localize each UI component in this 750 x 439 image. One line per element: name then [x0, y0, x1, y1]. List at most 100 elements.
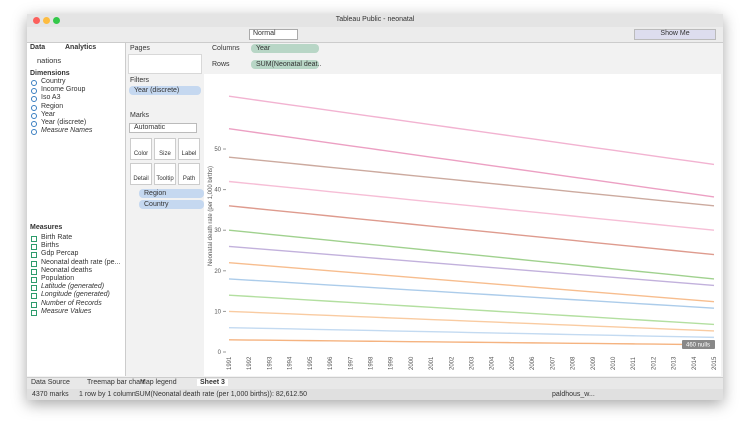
y-tick-label: 0	[218, 350, 222, 356]
x-tick-label: 1995	[308, 356, 314, 370]
x-tick-label: 2011	[631, 356, 637, 370]
measure-field[interactable]: Neonatal deaths	[41, 266, 92, 274]
minimize[interactable]	[43, 17, 50, 24]
title-bar: Tableau Public - neonatal	[27, 14, 723, 27]
shelf-label: Rows	[212, 61, 230, 68]
series-line	[228, 294, 715, 326]
series-line	[228, 128, 715, 198]
shelves: Columns Year Rows SUM(Neonatal deat..	[204, 43, 721, 73]
cards-pane: Pages Filters Year (discrete) Marks Automati…	[126, 43, 204, 376]
field-icon	[31, 252, 37, 259]
card-title: Filters	[130, 77, 150, 84]
measure-field[interactable]: Latitude (generated)	[41, 283, 105, 291]
dimension-field[interactable]: Year	[41, 110, 56, 118]
x-tick-label: 2012	[651, 356, 657, 370]
mark-button[interactable]: Label	[178, 138, 200, 160]
field-icon	[31, 293, 37, 300]
shelf-label: Columns	[212, 45, 240, 52]
x-tick-label: 2003	[470, 356, 476, 370]
measure-field[interactable]: Births	[41, 242, 59, 250]
mark-type[interactable]: Automatic	[129, 123, 197, 133]
dimension-field[interactable]: Income Group	[41, 86, 86, 94]
mark-button[interactable]: Detail	[130, 163, 152, 185]
rows-pill[interactable]: SUM(Neonatal deat..	[251, 60, 321, 69]
show-me[interactable]: Show Me	[634, 29, 716, 40]
chart: Neonatal death rate (per 1,000 births)01…	[208, 95, 718, 370]
field-icon	[31, 268, 37, 275]
x-tick-label: 2005	[510, 356, 516, 370]
x-tick-label: 1992	[247, 356, 253, 370]
zoom[interactable]	[53, 17, 60, 24]
sheet-tab[interactable]: Map legend	[140, 379, 177, 386]
dimension-field[interactable]: Country	[41, 78, 66, 85]
x-tick-label: 2010	[611, 356, 617, 370]
window-title: Tableau Public - neonatal	[335, 16, 415, 23]
series-line	[228, 205, 715, 256]
x-tick-label: 1994	[288, 356, 294, 370]
mark-button[interactable]: Path	[178, 163, 200, 185]
mark-button[interactable]: Tooltip	[154, 163, 176, 185]
toolbar: Normal Show Me	[27, 27, 723, 43]
field-icon	[31, 96, 37, 103]
x-tick-label: 1993	[267, 356, 273, 370]
measure-field[interactable]: Longitude (generated)	[41, 291, 110, 299]
view: Neonatal death rate (per 1,000 births) 0 1…	[204, 74, 721, 376]
y-tick-label: 20	[214, 269, 221, 275]
x-tick-label: 2004	[490, 356, 496, 370]
series-line	[228, 278, 715, 309]
measure-field[interactable]: Measure Values	[41, 307, 92, 315]
dimension-field[interactable]: Year (discrete)	[41, 119, 87, 126]
nulls-indicator: 460 nulls	[686, 343, 710, 349]
field-icon	[31, 104, 37, 111]
sheet-tab[interactable]: Treemap bar chart	[87, 379, 145, 386]
y-tick-label: 40	[214, 188, 221, 194]
close[interactable]	[33, 17, 40, 24]
x-tick-label: 1996	[328, 356, 334, 370]
measure-field[interactable]: Population	[41, 275, 75, 282]
field-icon	[31, 121, 37, 127]
x-tick-label: 2007	[550, 356, 556, 370]
y-tick-label: 30	[214, 228, 221, 234]
detail-pill[interactable]: Country	[139, 200, 204, 209]
measure-field[interactable]: Number of Records	[41, 299, 102, 307]
status-marks: 4370 marks	[32, 391, 69, 398]
card-title: Pages	[130, 45, 150, 52]
series-line	[228, 180, 715, 231]
field-icon	[31, 129, 37, 136]
measure-field[interactable]: Birth Rate	[41, 234, 73, 241]
field-icon	[31, 88, 37, 95]
pane-tab[interactable]: Analytics	[65, 44, 97, 51]
y-tick-label: 10	[214, 309, 221, 315]
sheet-tab[interactable]: Sheet 3	[197, 379, 228, 386]
sheet-tab[interactable]: Data Source	[31, 379, 70, 386]
x-tick-label: 2015	[712, 356, 718, 370]
status-user[interactable]: paldhous_w...	[552, 391, 595, 398]
fit-dropdown[interactable]: Normal	[249, 29, 298, 40]
series-line	[228, 245, 715, 287]
series-line	[228, 339, 715, 346]
series-line	[228, 310, 715, 332]
mark-button[interactable]: Color	[130, 138, 152, 160]
nulls-badge	[682, 340, 715, 349]
section-header: Measures	[30, 224, 63, 231]
measure-field[interactable]: Neonatal death rate (pe...	[41, 258, 121, 266]
series-line	[228, 95, 715, 166]
dimension-field[interactable]: Measure Names	[41, 127, 93, 135]
card-title: Marks	[130, 112, 150, 119]
x-tick-label: 1998	[368, 356, 374, 370]
data-source[interactable]: nations	[37, 56, 62, 65]
columns-pill[interactable]: Year	[251, 44, 319, 53]
series-line	[228, 229, 715, 280]
filter-pill[interactable]: Year (discrete)	[129, 86, 201, 95]
dimension-field[interactable]: Region	[41, 102, 64, 110]
color-pill[interactable]: Region	[139, 189, 204, 198]
card	[128, 54, 202, 74]
dimension-field[interactable]: Iso A3	[41, 94, 61, 102]
measure-field[interactable]: Gdp Percap	[41, 250, 79, 258]
mark-button[interactable]: Size	[154, 138, 176, 160]
section-header: Dimensions	[30, 70, 70, 77]
x-tick-label: 2006	[530, 356, 536, 370]
data-pane: Data Analytics nations Dimensions Country Inc…	[27, 43, 126, 376]
pane-tab[interactable]: Data	[30, 44, 46, 51]
